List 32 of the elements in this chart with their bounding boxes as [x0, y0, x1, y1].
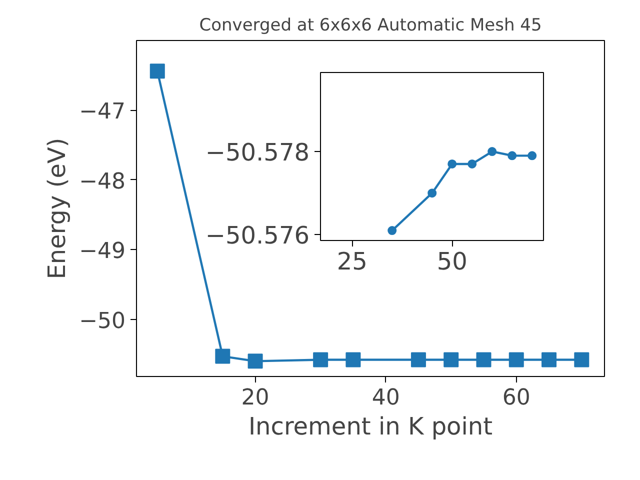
- y-tick-label: −48: [79, 169, 126, 194]
- point: [410, 352, 426, 368]
- x-tick-label: 50: [436, 248, 468, 276]
- y-tick-label: −50.578: [205, 138, 310, 167]
- y-axis-title: Energy (eV): [43, 138, 72, 280]
- point: [508, 352, 524, 368]
- point: [444, 352, 459, 368]
- point: [542, 352, 557, 368]
- y-tick-label: −50: [79, 308, 126, 334]
- point: [508, 151, 517, 160]
- point: [468, 159, 477, 168]
- point: [476, 352, 492, 368]
- point: [428, 188, 437, 198]
- x-tick-label: 60: [502, 386, 530, 410]
- y-tick-label: −49: [79, 239, 126, 264]
- point: [150, 64, 165, 79]
- point: [574, 352, 590, 368]
- y-tick-label: −47: [79, 100, 126, 125]
- point: [488, 147, 497, 156]
- point: [313, 352, 328, 368]
- x-tick-label: 25: [336, 248, 368, 276]
- point: [528, 151, 537, 160]
- point: [215, 348, 230, 364]
- x-axis-title: Increment in K point: [248, 412, 493, 440]
- point: [388, 226, 397, 236]
- point: [248, 354, 263, 369]
- x-tick-label: 40: [372, 386, 400, 410]
- point: [448, 159, 457, 168]
- x-tick-label: 20: [241, 386, 270, 410]
- chart-title: Converged at 6x6x6 Automatic Mesh 45: [199, 16, 542, 36]
- point: [346, 352, 361, 368]
- y-tick-label: −50.576: [205, 222, 310, 250]
